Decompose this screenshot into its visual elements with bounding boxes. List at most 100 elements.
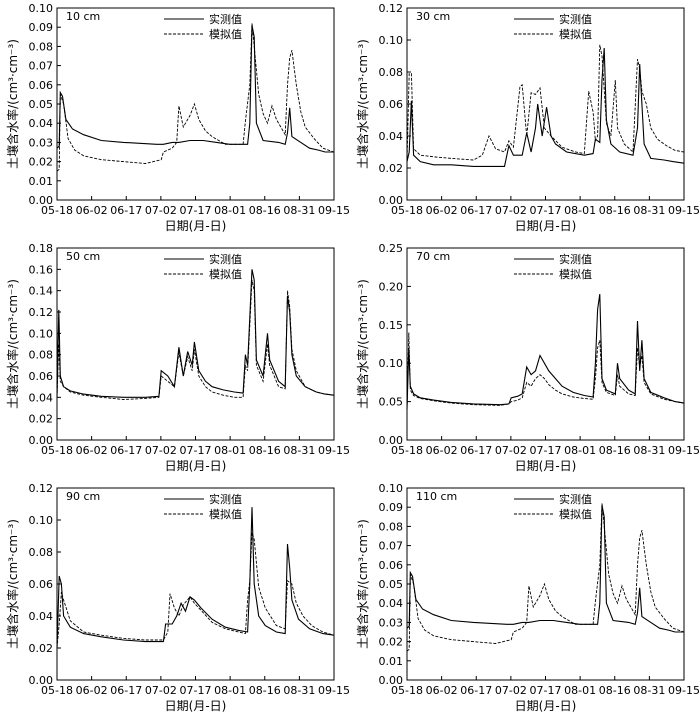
series-line-measured [56, 269, 335, 398]
x-tick-label: 08-31 [283, 204, 315, 217]
chart-panel-2: 0.00 0.02 0.04 0.06 0.08 0.10 0.12 05-18 06-02 06… [355, 2, 700, 233]
plot-frame [56, 7, 335, 201]
y-tick-label: 0.05 [379, 396, 404, 409]
x-tick-label: 07-17 [180, 684, 212, 697]
y-tick-label: 0.00 [379, 194, 404, 207]
series-line-simulated [406, 44, 685, 162]
x-tick-label: 08-31 [633, 444, 665, 457]
legend-label: 模拟值 [559, 267, 592, 281]
y-tick-label: 0.05 [379, 578, 404, 591]
x-tick-label: 08-01 [214, 204, 246, 217]
chart-panel-1: 0.00 0.01 0.02 0.03 0.04 0.05 0.06 0.07 0.08 0.09… [5, 2, 350, 233]
x-tick-label: 07-02 [495, 204, 527, 217]
x-tick-label: 09-15 [318, 684, 350, 697]
y-tick-label: 0.07 [29, 60, 54, 73]
chart-panel-3: 0.00 0.02 0.04 0.06 0.08 0.10 0.12 0.14 0.16 0.18… [5, 242, 350, 473]
x-tick-label: 05-18 [41, 204, 73, 217]
x-tick-label: 09-15 [318, 204, 350, 217]
x-tick-label: 07-02 [495, 684, 527, 697]
x-tick-label: 09-15 [668, 444, 700, 457]
y-tick-label: 0.12 [29, 482, 54, 495]
x-tick-label: 09-15 [318, 444, 350, 457]
legend-label: 实测值 [209, 252, 242, 266]
legend-label: 模拟值 [559, 507, 592, 521]
x-axis-label: 日期(月-日) [515, 219, 577, 233]
x-tick-label: 06-17 [460, 684, 492, 697]
x-tick-label: 08-01 [564, 204, 596, 217]
x-tick-label: 07-17 [180, 444, 212, 457]
x-tick-label: 07-02 [145, 684, 177, 697]
panel-depth-label: 90 cm [66, 490, 100, 503]
x-tick-label: 07-02 [145, 204, 177, 217]
x-tick-label: 08-16 [599, 684, 631, 697]
x-tick-label: 06-02 [76, 684, 108, 697]
x-tick-label: 07-17 [530, 684, 562, 697]
legend-label: 模拟值 [559, 27, 592, 41]
y-axis-label: 土壤含水率/(cm³·cm⁻³) [355, 519, 370, 649]
legend-label: 实测值 [209, 492, 242, 506]
y-tick-label: 0.08 [29, 349, 54, 362]
y-tick-label: 0.10 [29, 2, 54, 15]
x-tick-label: 06-17 [110, 444, 142, 457]
plot-frame [56, 247, 335, 441]
chart-panel-6: 0.00 0.01 0.02 0.03 0.04 0.05 0.06 0.07 0.08 0.09… [355, 482, 700, 713]
y-tick-label: 0.20 [379, 280, 404, 293]
y-tick-label: 0.00 [29, 674, 54, 687]
x-tick-label: 07-17 [530, 204, 562, 217]
x-tick-label: 08-16 [599, 204, 631, 217]
y-tick-label: 0.10 [379, 482, 404, 495]
y-tick-label: 0.02 [29, 413, 54, 426]
panel-depth-label: 30 cm [416, 10, 450, 23]
series-line-measured [56, 25, 334, 153]
series-line-measured [406, 505, 684, 633]
y-tick-label: 0.04 [29, 391, 54, 404]
x-tick-label: 06-17 [460, 204, 492, 217]
x-tick-label: 06-02 [76, 204, 108, 217]
y-tick-label: 0.01 [29, 175, 54, 188]
y-tick-label: 0.06 [29, 370, 54, 383]
series-line-measured [406, 47, 685, 167]
y-tick-label: 0.00 [29, 434, 54, 447]
y-tick-label: 0.04 [379, 597, 404, 610]
y-tick-label: 0.00 [29, 194, 54, 207]
panel-depth-label: 70 cm [416, 250, 450, 263]
series-line-simulated [56, 532, 335, 649]
x-tick-label: 08-01 [214, 444, 246, 457]
x-tick-label: 07-17 [180, 204, 212, 217]
y-tick-label: 0.00 [379, 674, 404, 687]
panel-depth-label: 110 cm [416, 490, 457, 503]
y-tick-label: 0.00 [379, 434, 404, 447]
y-tick-label: 0.12 [29, 306, 54, 319]
plot-frame [406, 487, 685, 681]
y-tick-label: 0.06 [379, 98, 404, 111]
panel-depth-label: 50 cm [66, 250, 100, 263]
x-tick-label: 08-31 [633, 204, 665, 217]
x-tick-label: 08-01 [214, 684, 246, 697]
x-tick-label: 06-17 [460, 444, 492, 457]
x-tick-label: 08-16 [249, 684, 281, 697]
x-tick-label: 05-18 [391, 444, 423, 457]
x-axis-label: 日期(月-日) [515, 699, 577, 713]
x-tick-label: 07-02 [145, 444, 177, 457]
y-tick-label: 0.04 [379, 130, 404, 143]
panel-depth-label: 10 cm [66, 10, 100, 23]
x-tick-label: 05-18 [41, 444, 73, 457]
legend-label: 实测值 [559, 12, 592, 26]
x-tick-label: 09-15 [668, 684, 700, 697]
y-tick-label: 0.07 [379, 540, 404, 553]
series-line-simulated [406, 332, 685, 410]
x-tick-label: 08-01 [564, 684, 596, 697]
y-tick-label: 0.09 [29, 21, 54, 34]
legend-label: 模拟值 [209, 27, 242, 41]
y-tick-label: 0.03 [379, 616, 404, 629]
series-line-simulated [406, 503, 685, 652]
y-tick-label: 0.25 [379, 242, 404, 255]
legend-label: 模拟值 [209, 507, 242, 521]
legend-label: 实测值 [209, 12, 242, 26]
x-tick-label: 05-18 [391, 684, 423, 697]
y-tick-label: 0.10 [29, 514, 54, 527]
series-line-simulated [56, 279, 335, 400]
x-tick-label: 06-17 [110, 204, 142, 217]
